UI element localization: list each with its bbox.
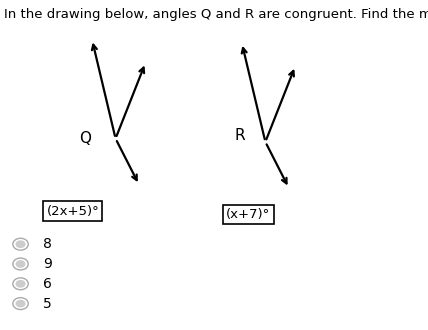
Text: In the drawing below, angles Q and R are congruent. Find the measure of Angle R.: In the drawing below, angles Q and R are… [4, 8, 428, 21]
Text: 6: 6 [43, 277, 52, 291]
Circle shape [15, 280, 26, 288]
Text: (2x+5)°: (2x+5)° [46, 205, 99, 218]
Text: 5: 5 [43, 297, 51, 311]
Text: (x+7)°: (x+7)° [226, 208, 270, 221]
Text: 8: 8 [43, 237, 52, 251]
Text: Q: Q [80, 131, 92, 146]
Circle shape [15, 240, 26, 248]
Circle shape [15, 300, 26, 308]
Text: 9: 9 [43, 257, 52, 271]
Circle shape [15, 260, 26, 268]
Text: R: R [235, 128, 245, 143]
